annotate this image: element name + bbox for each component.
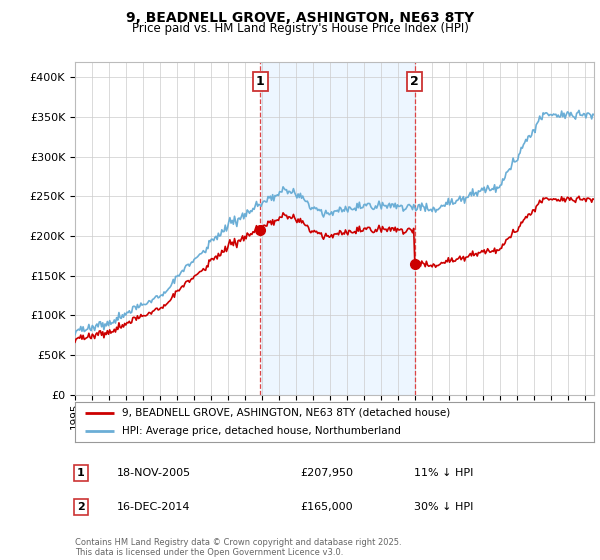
Text: 9, BEADNELL GROVE, ASHINGTON, NE63 8TY (detached house): 9, BEADNELL GROVE, ASHINGTON, NE63 8TY (… xyxy=(122,408,450,418)
Text: 18-NOV-2005: 18-NOV-2005 xyxy=(117,468,191,478)
Text: £165,000: £165,000 xyxy=(300,502,353,512)
Text: 2: 2 xyxy=(77,502,85,512)
Text: 9, BEADNELL GROVE, ASHINGTON, NE63 8TY: 9, BEADNELL GROVE, ASHINGTON, NE63 8TY xyxy=(126,11,474,25)
Text: 30% ↓ HPI: 30% ↓ HPI xyxy=(414,502,473,512)
Text: 11% ↓ HPI: 11% ↓ HPI xyxy=(414,468,473,478)
Text: £207,950: £207,950 xyxy=(300,468,353,478)
Text: HPI: Average price, detached house, Northumberland: HPI: Average price, detached house, Nort… xyxy=(122,426,401,436)
Text: 1: 1 xyxy=(256,75,265,88)
Text: 2: 2 xyxy=(410,75,419,88)
Text: 16-DEC-2014: 16-DEC-2014 xyxy=(117,502,191,512)
Text: Price paid vs. HM Land Registry's House Price Index (HPI): Price paid vs. HM Land Registry's House … xyxy=(131,22,469,35)
Text: 1: 1 xyxy=(77,468,85,478)
Text: Contains HM Land Registry data © Crown copyright and database right 2025.
This d: Contains HM Land Registry data © Crown c… xyxy=(75,538,401,557)
